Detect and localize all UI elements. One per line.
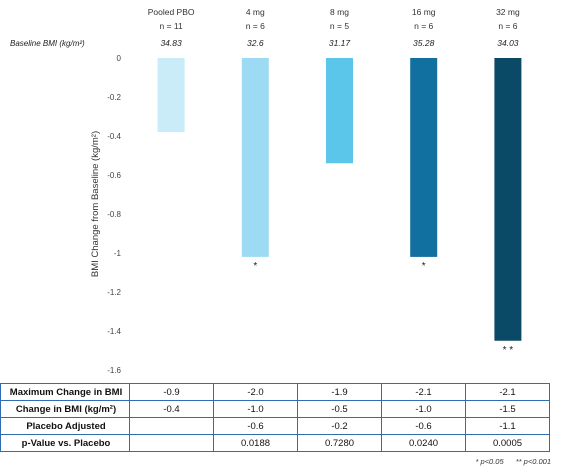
bar-8-mg <box>326 58 353 164</box>
dose-label: 16 mg <box>412 7 436 17</box>
table-row: Change in BMI (kg/m²) -0.4 -1.0 -0.5 -1.0 -1.… <box>0 400 550 418</box>
bar-32-mg <box>494 58 522 341</box>
y-tick-label: -0.8 <box>107 210 121 219</box>
bar-16-mg <box>410 58 438 257</box>
table-cell: -2.1 <box>381 383 466 401</box>
group-n-label: n = 6 <box>414 21 433 31</box>
table-cell <box>129 417 214 435</box>
significance-footnote: * p<0.05 ** p<0.001 <box>466 457 552 466</box>
footnote-p005: * p<0.05 <box>475 457 504 466</box>
table-row: p-Value vs. Placebo 0.0188 0.7280 0.0240 0.0… <box>0 434 550 452</box>
table-row: Placebo Adjusted -0.6 -0.2 -0.6 -1.1 <box>0 417 550 435</box>
row-label: Placebo Adjusted <box>0 417 130 435</box>
table-cell: -1.1 <box>465 417 550 435</box>
dose-label: 4 mg <box>246 7 265 17</box>
table-cell: -0.4 <box>129 400 214 418</box>
row-label: Maximum Change in BMI <box>0 383 130 401</box>
y-axis-title: BMI Change from Baseline (kg/m²) <box>90 131 101 277</box>
table-cell: -0.5 <box>297 400 382 418</box>
y-tick-label: -1.2 <box>107 288 121 297</box>
group-n-label: n = 5 <box>330 21 349 31</box>
row-label: p-Value vs. Placebo <box>0 434 130 452</box>
y-tick-label: -1.6 <box>107 366 121 375</box>
dose-label: Pooled PBO <box>148 7 195 17</box>
dose-label: 32 mg <box>496 7 520 17</box>
group-n-label: n = 6 <box>246 21 265 31</box>
group-n-label: n = 11 <box>159 21 183 31</box>
footnote-p0001: ** p<0.001 <box>515 457 551 466</box>
bar-pooled-pbo <box>157 58 185 133</box>
table-cell: 0.0005 <box>465 434 550 452</box>
table-cell: -0.6 <box>213 417 298 435</box>
table-cell: 0.7280 <box>297 434 382 452</box>
significance-marker: * * <box>503 345 514 356</box>
baseline-bmi-value: 31.17 <box>329 38 351 48</box>
baseline-bmi-value: 32.6 <box>247 38 264 48</box>
significance-marker: * <box>422 261 426 272</box>
table-cell: 0.0188 <box>213 434 298 452</box>
table-row: Maximum Change in BMI -0.9 -2.0 -1.9 -2.1 -2.… <box>0 383 550 401</box>
baseline-bmi-label: Baseline BMI (kg/m²) <box>10 39 85 48</box>
y-tick-label: -0.6 <box>107 171 121 180</box>
y-tick-label: -0.4 <box>107 132 121 141</box>
baseline-bmi-value: 35.28 <box>413 38 435 48</box>
table-cell: -0.9 <box>129 383 214 401</box>
table-cell: -1.0 <box>213 400 298 418</box>
table-cell: -1.5 <box>465 400 550 418</box>
row-label: Change in BMI (kg/m²) <box>0 400 130 418</box>
table-cell: -1.0 <box>381 400 466 418</box>
table-cell: -2.1 <box>465 383 550 401</box>
table-cell <box>129 434 214 452</box>
baseline-bmi-value: 34.03 <box>497 38 519 48</box>
y-tick-label: -1 <box>114 249 122 258</box>
table-cell: -1.9 <box>297 383 382 401</box>
significance-marker: * <box>253 261 257 272</box>
bmi-bar-chart: 0 -0.2 -0.4 -0.6 -0.8 -1 -1.2 -1.4 -1.6 BMI Chang… <box>10 7 522 375</box>
y-tick-label: -0.2 <box>107 93 121 102</box>
table-cell: -2.0 <box>213 383 298 401</box>
group-n-label: n = 6 <box>498 21 517 31</box>
table-cell: -0.2 <box>297 417 382 435</box>
y-tick-label: -1.4 <box>107 327 121 336</box>
table-cell: -0.6 <box>381 417 466 435</box>
table-cell: 0.0240 <box>381 434 466 452</box>
bar-4-mg <box>241 58 269 257</box>
y-tick-label: 0 <box>117 54 122 63</box>
dose-label: 8 mg <box>330 7 349 17</box>
baseline-bmi-value: 34.83 <box>160 38 182 48</box>
summary-table: Maximum Change in BMI -0.9 -2.0 -1.9 -2.1 -2.… <box>0 383 550 452</box>
